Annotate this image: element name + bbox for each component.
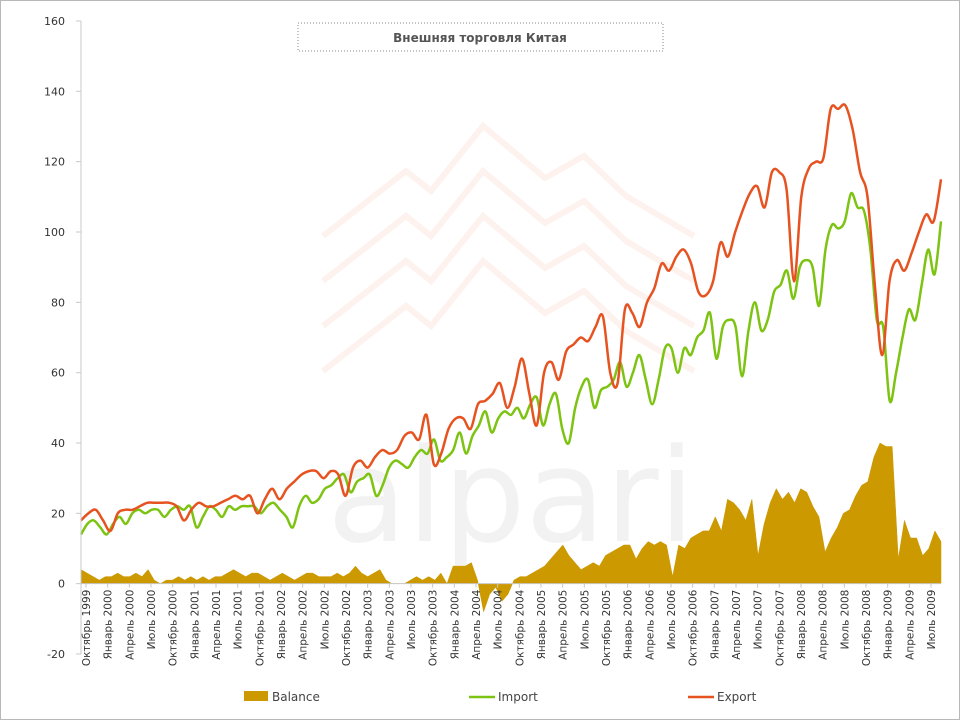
y-tick-label: 40 bbox=[51, 437, 65, 450]
legend-label-export: Export bbox=[717, 690, 757, 704]
x-tick-label: Октябрь 2005 bbox=[601, 590, 613, 666]
x-tick-label: Апрель 2002 bbox=[298, 590, 310, 660]
legend-label-balance: Balance bbox=[272, 690, 320, 704]
series-area-balance bbox=[80, 442, 942, 613]
watermark-text: alpari bbox=[327, 420, 695, 572]
y-tick-label: 20 bbox=[51, 507, 65, 520]
x-tick-label: Январь 2001 bbox=[189, 590, 201, 660]
title-border bbox=[297, 22, 664, 52]
y-tick-label: 140 bbox=[44, 85, 65, 98]
legend-label-import: Import bbox=[498, 690, 538, 704]
plot-area bbox=[79, 103, 943, 613]
x-tick-label: Октябрь 2003 bbox=[428, 590, 440, 666]
x-tick-label: Апрель 2008 bbox=[818, 590, 830, 660]
x-tick-label: Январь 2003 bbox=[363, 590, 375, 660]
y-tick-label: 120 bbox=[44, 156, 65, 169]
x-tick-label: Январь 2000 bbox=[103, 590, 115, 660]
x-tick-label: Апрель 2009 bbox=[904, 590, 916, 660]
x-tick-label: Апрель 2000 bbox=[124, 590, 136, 660]
x-tick-label: Июль 2003 bbox=[406, 590, 418, 650]
x-tick-label: Октябрь 2000 bbox=[168, 590, 180, 666]
x-tick-label: Октябрь 2002 bbox=[341, 590, 353, 666]
watermark-line bbox=[321, 121, 696, 239]
x-tick-label: Январь 2005 bbox=[536, 590, 548, 660]
x-tick-label: Июль 2006 bbox=[666, 589, 678, 649]
x-tick-label: Октябрь 2006 bbox=[688, 589, 700, 666]
y-tick-label: 100 bbox=[44, 226, 65, 239]
x-tick-label: Апрель 2005 bbox=[558, 590, 570, 660]
x-tick-label: Октябрь 1999 bbox=[81, 590, 93, 666]
x-tick-label: Апрель 2004 bbox=[471, 589, 483, 659]
chart-title-box: Внешняя торговля Китая bbox=[297, 22, 664, 52]
x-tick-label: Июль 2007 bbox=[753, 590, 765, 650]
y-tick-label: 160 bbox=[44, 15, 65, 28]
watermark-line bbox=[321, 211, 696, 329]
x-tick-label: Июль 2009 bbox=[926, 590, 938, 650]
x-tick-label: Октябрь 2008 bbox=[861, 590, 873, 666]
watermark-logo: alpari bbox=[321, 121, 696, 572]
y-tick-label: 80 bbox=[51, 296, 65, 309]
y-tick-label: 60 bbox=[51, 367, 65, 380]
series-line-import bbox=[79, 191, 943, 536]
x-tick-label: Июль 2001 bbox=[233, 590, 245, 650]
x-tick-label: Октябрь 2007 bbox=[774, 590, 786, 666]
chart-title: Внешняя торговля Китая bbox=[393, 31, 567, 45]
y-tick-label: 0 bbox=[58, 578, 65, 591]
x-tick-label: Январь 2004 bbox=[449, 589, 461, 659]
x-tick-label: Июль 2008 bbox=[839, 590, 851, 650]
x-tick-label: Октябрь 2004 bbox=[514, 589, 526, 666]
x-tick-label: Апрель 2007 bbox=[731, 590, 743, 660]
legend: Balance Import Export bbox=[244, 690, 757, 704]
x-axis: Октябрь 1999 Январь 2000 Апрель 2000 Июль 2… bbox=[81, 583, 941, 666]
x-tick-label: Июль 2004 bbox=[493, 589, 505, 649]
x-tick-label: Апрель 2001 bbox=[211, 590, 223, 660]
x-tick-label: Январь 2008 bbox=[796, 590, 808, 660]
x-tick-label: Октябрь 2001 bbox=[254, 590, 266, 666]
legend-swatch-balance bbox=[244, 691, 268, 701]
x-tick-label: Январь 2006 bbox=[623, 589, 635, 659]
x-tick-label: Январь 2009 bbox=[883, 590, 895, 660]
x-tick-label: Июль 2005 bbox=[579, 590, 591, 650]
x-tick-label: Январь 2007 bbox=[709, 590, 721, 660]
watermark-line bbox=[321, 166, 696, 284]
x-tick-label: Апрель 2006 bbox=[644, 589, 656, 659]
x-tick-label: Январь 2002 bbox=[276, 590, 288, 660]
x-tick-label: Апрель 2003 bbox=[384, 590, 396, 660]
x-tick-label: Июль 2002 bbox=[319, 590, 331, 650]
y-tick-label: -20 bbox=[47, 648, 65, 661]
x-tick-label: Июль 2000 bbox=[146, 590, 158, 650]
series-line-export bbox=[80, 103, 943, 533]
watermark-line bbox=[321, 256, 696, 374]
y-axis: -20 0 20 40 60 80 100 120 140 160 bbox=[44, 15, 82, 661]
